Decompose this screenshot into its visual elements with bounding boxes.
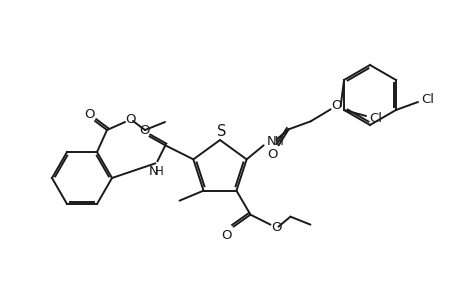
Text: H: H [155, 165, 163, 178]
Text: O: O [271, 221, 281, 234]
Text: N: N [148, 165, 158, 178]
Text: O: O [125, 112, 136, 125]
Text: H: H [274, 135, 283, 148]
Text: O: O [267, 148, 277, 161]
Text: O: O [84, 107, 95, 121]
Text: O: O [221, 229, 231, 242]
Text: S: S [217, 124, 226, 139]
Text: O: O [139, 124, 149, 137]
Text: Cl: Cl [420, 92, 434, 106]
Text: Cl: Cl [369, 112, 382, 125]
Text: O: O [330, 99, 341, 112]
Text: N: N [266, 135, 276, 148]
